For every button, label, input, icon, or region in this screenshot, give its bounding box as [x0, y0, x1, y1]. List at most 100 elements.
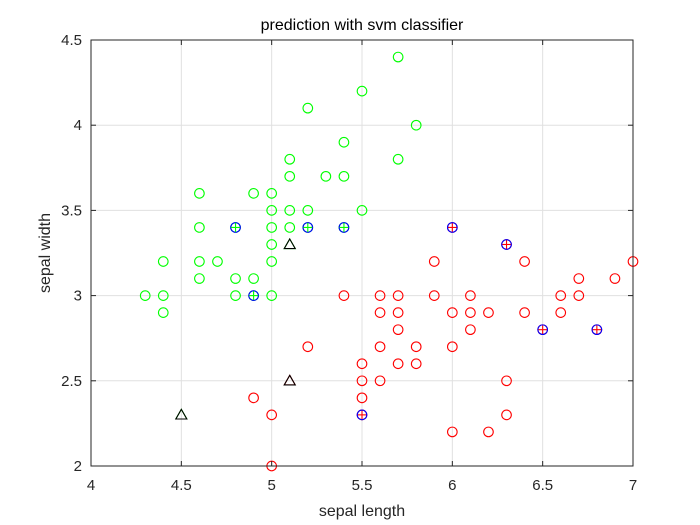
data-point-circle: [501, 375, 512, 387]
data-point-circle: [555, 307, 567, 318]
data-point-circle: [266, 188, 278, 199]
x-tick-label: 4: [87, 477, 95, 494]
data-point-circle: [230, 222, 241, 233]
chart-title: prediction with svm classifier: [261, 17, 464, 34]
data-point-circle: [446, 426, 458, 438]
data-point-circle: [230, 290, 241, 301]
data-point-circle: [139, 290, 151, 301]
data-point-circle: [537, 324, 549, 336]
data-point-plus: [357, 410, 367, 420]
x-tick-label: 6: [448, 477, 456, 494]
data-point-circle: [284, 153, 296, 165]
data-point-circle: [501, 409, 512, 421]
data-point-circle: [374, 341, 386, 353]
data-point-circle: [212, 256, 223, 267]
data-point-circle: [356, 392, 368, 404]
y-tick-label: 2: [74, 458, 82, 475]
data-point-circle: [465, 307, 476, 318]
data-point-circle: [356, 205, 368, 216]
data-point-circle: [302, 222, 314, 233]
data-point-plus: [303, 222, 313, 232]
data-point-circle: [591, 324, 603, 336]
data-point-circle: [284, 205, 296, 216]
data-point-plus: [249, 291, 259, 301]
data-point-circle: [302, 341, 314, 353]
data-point-circle: [356, 85, 368, 97]
data-point-circle: [410, 358, 422, 370]
y-tick-label: 4.5: [61, 32, 82, 49]
data-point-circle: [392, 153, 404, 165]
data-point-circle: [392, 307, 404, 318]
y-tick-label: 4: [74, 117, 82, 134]
data-point-circle: [248, 392, 259, 404]
data-point-circle: [248, 273, 259, 284]
y-tick-label: 3.5: [61, 202, 82, 219]
data-point-circle: [609, 273, 621, 284]
x-tick-label: 7: [629, 477, 637, 494]
x-tick-label: 6.5: [532, 477, 553, 494]
data-point-circle: [410, 341, 422, 353]
data-point-circle: [266, 239, 278, 250]
data-point-circle: [284, 170, 296, 182]
x-tick-label: 5.5: [352, 477, 373, 494]
data-point-circle: [284, 222, 296, 233]
data-point-triangle: [283, 374, 297, 386]
y-tick-label: 3: [74, 288, 82, 305]
data-point-circle: [465, 290, 476, 301]
data-point-circle: [519, 256, 530, 267]
data-point-plus: [447, 222, 457, 232]
data-point-circle: [266, 256, 278, 267]
data-point-circle: [338, 136, 350, 148]
data-point-circle: [302, 102, 314, 114]
data-point-circle: [519, 307, 530, 318]
x-tick-label: 5: [267, 477, 275, 494]
data-point-circle: [266, 409, 278, 421]
data-point-circle: [194, 256, 205, 267]
data-point-circle: [392, 358, 404, 370]
data-point-plus: [339, 222, 349, 232]
data-point-circle: [410, 119, 422, 131]
data-point-circle: [356, 409, 368, 421]
data-point-circle: [230, 273, 241, 284]
data-point-circle: [446, 222, 458, 233]
data-point-circle: [374, 307, 386, 318]
data-point-circle: [157, 290, 169, 301]
data-point-plus: [231, 222, 241, 232]
data-point-circle: [573, 290, 585, 301]
data-point-circle: [157, 256, 169, 267]
data-point-circle: [356, 375, 368, 387]
data-point-circle: [392, 51, 404, 63]
data-point-circle: [248, 290, 259, 301]
data-point-plus: [502, 239, 512, 249]
data-point-circle: [157, 307, 169, 318]
data-point-circle: [248, 188, 259, 199]
data-point-plus: [538, 325, 548, 335]
y-tick-label: 2.5: [61, 373, 82, 390]
data-point-circle: [392, 290, 404, 301]
x-axis-label: sepal length: [319, 503, 405, 520]
data-point-circle: [338, 170, 350, 182]
data-point-circle: [465, 324, 476, 336]
data-point-circle: [446, 341, 458, 353]
data-point-circle: [392, 324, 404, 336]
x-tick-label: 4.5: [171, 477, 192, 494]
data-point-circle: [555, 290, 567, 301]
data-point-circle: [266, 222, 278, 233]
data-point-triangle: [174, 408, 188, 420]
axis-ticks: 4 4.5 5 5.5 6 6.5 7 2 2.5 3 3.5 4 4.5: [61, 32, 637, 494]
data-point-circle: [194, 273, 205, 284]
data-point-circle: [573, 273, 585, 284]
data-point-plus: [592, 325, 602, 335]
data-point-circle: [483, 307, 494, 318]
data-point-circle: [501, 239, 512, 250]
data-point-circle: [194, 188, 205, 199]
data-point-circle: [194, 222, 205, 233]
data-point-circle: [374, 375, 386, 387]
y-axis-label: sepal width: [37, 213, 54, 293]
data-point-circle: [483, 426, 494, 438]
data-point-triangle: [283, 237, 297, 250]
data-point-circle: [302, 205, 314, 216]
data-point-circle: [374, 290, 386, 301]
data-point-circle: [266, 290, 278, 301]
